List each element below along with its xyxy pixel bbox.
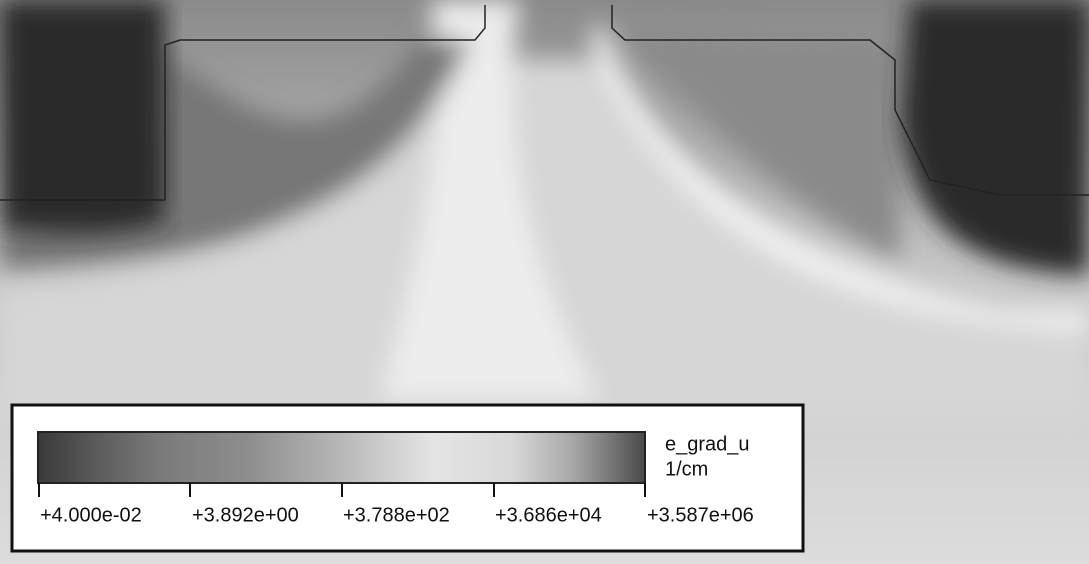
colorbar (38, 432, 645, 483)
variable-name: e_grad_u (665, 433, 750, 455)
tick-label: +3.892e+00 (192, 504, 299, 526)
tick-label: +3.587e+06 (647, 504, 754, 526)
tick-label: +4.000e-02 (40, 504, 142, 526)
tick-label: +3.686e+04 (495, 504, 602, 526)
variable-unit: 1/cm (665, 458, 708, 480)
simulation-view: e_grad_u 1/cm +4.000e-02 +3.892e+00 +3.7… (0, 0, 1089, 564)
dark-region-left (0, 0, 165, 234)
tick-label: +3.788e+02 (343, 504, 450, 526)
